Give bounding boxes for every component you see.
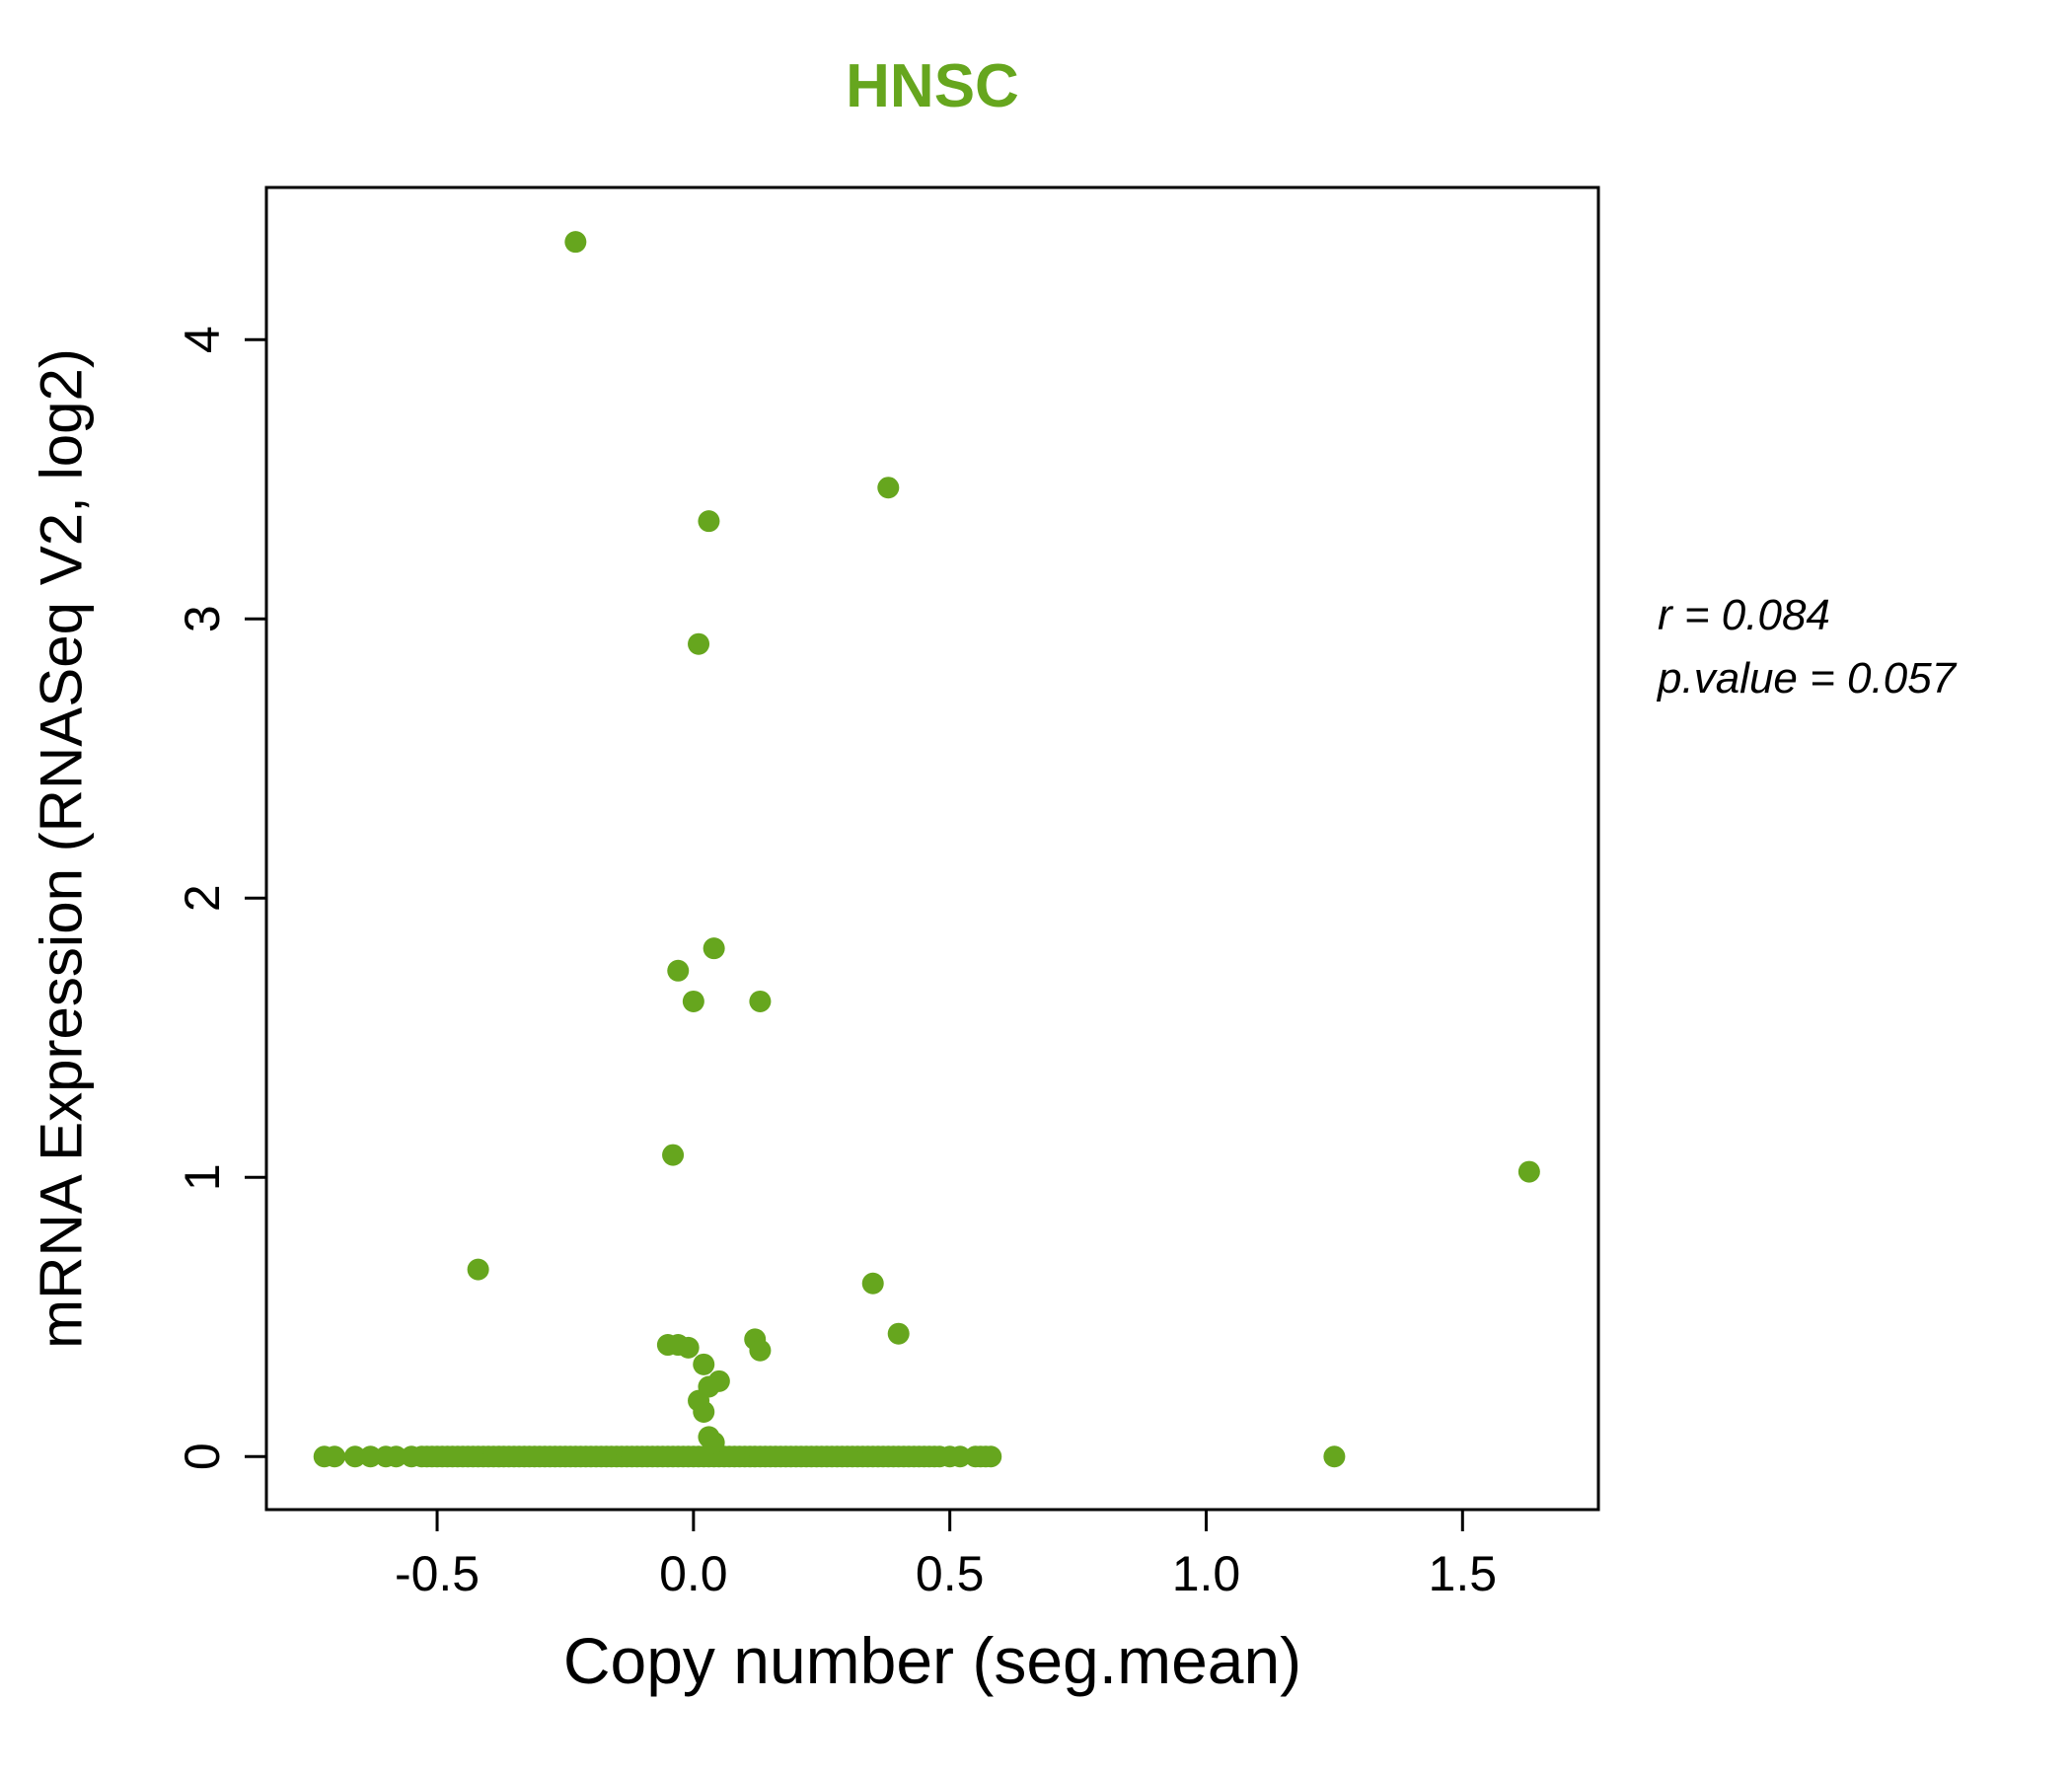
data-point (698, 1426, 720, 1448)
data-point (385, 1445, 407, 1468)
data-point (662, 1144, 685, 1166)
data-point (667, 959, 690, 982)
data-point (359, 1445, 382, 1468)
data-point (564, 231, 587, 254)
data-point (677, 1336, 700, 1359)
x-tick-label: -0.5 (395, 1546, 480, 1601)
plot-border (264, 185, 1600, 1512)
data-point (1517, 1160, 1540, 1183)
data-point (1323, 1445, 1346, 1468)
data-point (467, 1258, 489, 1281)
x-tick-label: 1.0 (1172, 1546, 1241, 1601)
data-point (887, 1322, 910, 1345)
x-axis-label: Copy number (seg.mean) (562, 1624, 1302, 1697)
correlation-r-text: r = 0.084 (1658, 591, 1830, 639)
y-tick-label: 4 (175, 326, 230, 353)
y-tick-label: 3 (175, 605, 230, 632)
data-point (693, 1400, 715, 1423)
y-tick-label: 2 (175, 884, 230, 912)
data-point (749, 1339, 772, 1362)
data-point (877, 477, 900, 499)
data-point (682, 990, 704, 1012)
data-point (693, 1353, 715, 1375)
data-point (688, 632, 710, 655)
data-point (343, 1445, 366, 1468)
x-tick-label: 0.0 (659, 1546, 728, 1601)
data-point (698, 510, 720, 533)
data-point (980, 1445, 1002, 1468)
data-point (949, 1445, 972, 1468)
x-tick-label: 0.5 (916, 1546, 985, 1601)
data-point (703, 937, 725, 960)
data-point (861, 1272, 884, 1295)
x-tick-label: 1.5 (1429, 1546, 1498, 1601)
data-point (749, 990, 772, 1012)
data-point (324, 1445, 346, 1468)
chart-title: HNSC (846, 52, 1019, 120)
p-value-text: p.value = 0.057 (1658, 653, 1957, 703)
y-axis-label: mRNA Expression (RNASeq V2, log2) (28, 348, 95, 1349)
y-tick-label: 1 (175, 1163, 230, 1191)
y-tick-label: 0 (175, 1443, 230, 1470)
correlation-annotation: r = 0.084 p.value = 0.057 (1658, 584, 1956, 710)
